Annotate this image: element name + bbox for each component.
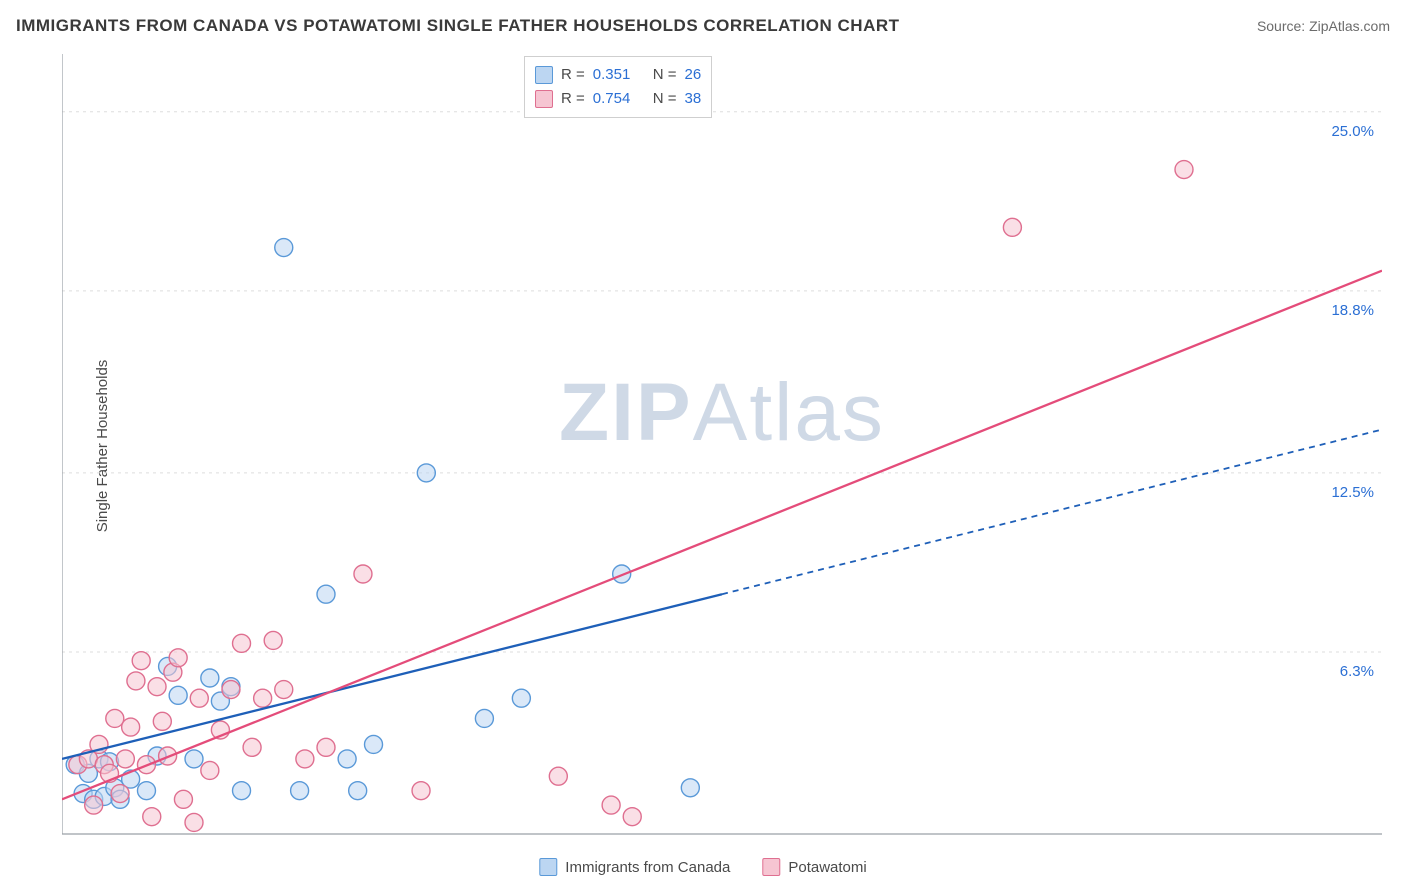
data-point — [291, 782, 309, 800]
data-point — [338, 750, 356, 768]
data-point — [233, 782, 251, 800]
trend-line — [62, 271, 1382, 800]
n-label: N = — [653, 63, 677, 87]
data-point — [549, 767, 567, 785]
data-point — [106, 709, 124, 727]
data-point — [111, 785, 129, 803]
source-attribution: Source: ZipAtlas.com — [1257, 18, 1390, 34]
source-label: Source: — [1257, 18, 1305, 34]
data-point — [317, 585, 335, 603]
legend-swatch — [535, 90, 553, 108]
legend-swatch — [535, 66, 553, 84]
chart-title: IMMIGRANTS FROM CANADA VS POTAWATOMI SIN… — [16, 16, 900, 36]
data-point — [243, 738, 261, 756]
data-point — [233, 634, 251, 652]
y-tick-label: 12.5% — [1331, 484, 1374, 501]
data-point — [169, 686, 187, 704]
correlation-chart: 6.3%12.5%18.8%25.0%0.0%50.0% ZIPAtlas R … — [62, 54, 1382, 842]
data-point — [602, 796, 620, 814]
data-point — [317, 738, 335, 756]
stats-legend: R = 0.351 N = 26 R = 0.754 N = 38 — [524, 56, 712, 118]
legend-swatch — [539, 858, 557, 876]
data-point — [354, 565, 372, 583]
r-label: R = — [561, 87, 585, 111]
legend-swatch — [762, 858, 780, 876]
data-point — [185, 750, 203, 768]
data-point — [132, 652, 150, 670]
data-point — [1003, 218, 1021, 236]
trend-line — [62, 594, 722, 759]
data-point — [349, 782, 367, 800]
data-point — [169, 649, 187, 667]
data-point — [264, 631, 282, 649]
n-value: 26 — [685, 63, 702, 87]
legend-item: Potawatomi — [762, 858, 866, 876]
source-name: ZipAtlas.com — [1309, 18, 1390, 34]
data-point — [174, 790, 192, 808]
trend-line-extrapolated — [722, 430, 1382, 595]
data-point — [222, 681, 240, 699]
legend-label: Potawatomi — [788, 859, 866, 876]
chart-header: IMMIGRANTS FROM CANADA VS POTAWATOMI SIN… — [16, 16, 1390, 36]
y-tick-label: 6.3% — [1340, 663, 1374, 680]
y-tick-label: 18.8% — [1331, 302, 1374, 319]
data-point — [254, 689, 272, 707]
legend-item: Immigrants from Canada — [539, 858, 730, 876]
data-point — [153, 712, 171, 730]
data-point — [512, 689, 530, 707]
data-point — [365, 735, 383, 753]
r-value: 0.351 — [593, 63, 645, 87]
data-point — [148, 678, 166, 696]
data-point — [296, 750, 314, 768]
data-point — [116, 750, 134, 768]
data-point — [417, 464, 435, 482]
stats-legend-row: R = 0.754 N = 38 — [535, 87, 701, 111]
data-point — [127, 672, 145, 690]
y-tick-label: 25.0% — [1331, 123, 1374, 140]
r-value: 0.754 — [593, 87, 645, 111]
stats-legend-row: R = 0.351 N = 26 — [535, 63, 701, 87]
data-point — [275, 681, 293, 699]
r-label: R = — [561, 63, 585, 87]
data-point — [623, 808, 641, 826]
data-point — [122, 718, 140, 736]
data-point — [475, 709, 493, 727]
n-value: 38 — [685, 87, 702, 111]
n-label: N = — [653, 87, 677, 111]
chart-canvas: 6.3%12.5%18.8%25.0%0.0%50.0% — [62, 54, 1382, 842]
data-point — [681, 779, 699, 797]
data-point — [190, 689, 208, 707]
data-point — [143, 808, 161, 826]
data-point — [275, 239, 293, 257]
data-point — [412, 782, 430, 800]
data-point — [85, 796, 103, 814]
data-point — [201, 761, 219, 779]
data-point — [1175, 161, 1193, 179]
series-legend: Immigrants from Canada Potawatomi — [539, 858, 866, 876]
data-point — [137, 782, 155, 800]
data-point — [201, 669, 219, 687]
legend-label: Immigrants from Canada — [565, 859, 730, 876]
data-point — [185, 813, 203, 831]
